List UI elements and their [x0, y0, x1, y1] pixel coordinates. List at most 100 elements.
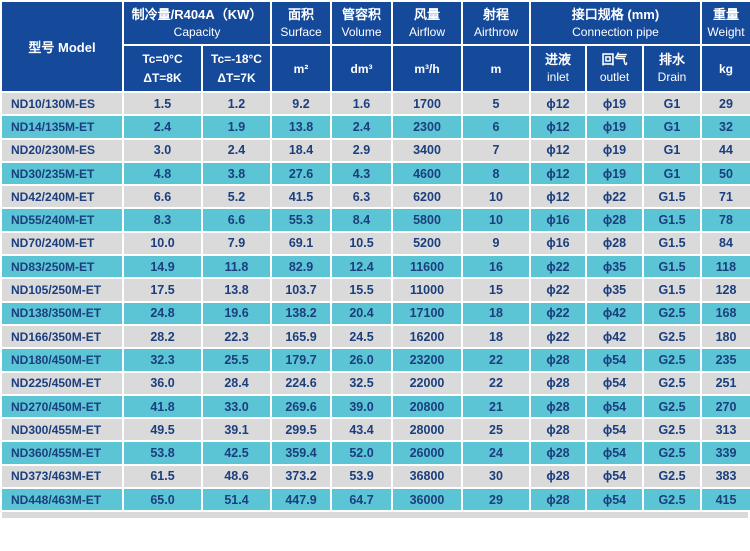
cell-capacity-tc0: 3.0: [122, 137, 203, 163]
table-row: ND166/350M-ET 28.2 22.3 165.9 24.5 16200 18 ϕ22…: [0, 323, 750, 350]
cell-airthrow: 9: [461, 230, 531, 257]
cell-weight: 270: [700, 393, 750, 420]
cell-model: ND83/250M-ET: [0, 254, 124, 280]
cell-capacity-tc18: 51.4: [201, 487, 272, 513]
table-row: ND55/240M-ET 8.3 6.6 55.3 8.4 5800 10 ϕ16 ϕ28 G1.…: [0, 207, 750, 233]
cell-inlet: ϕ22: [529, 277, 587, 303]
cell-outlet: ϕ54: [585, 487, 644, 513]
cell-airflow: 16200: [391, 323, 463, 350]
cell-volume: 1.6: [330, 90, 393, 117]
cell-airflow: 1700: [391, 90, 463, 117]
cell-drain: G1.5: [642, 207, 702, 233]
cell-airthrow: 8: [461, 160, 531, 187]
cell-model: ND105/250M-ET: [0, 277, 124, 303]
table-row: ND300/455M-ET 49.5 39.1 299.5 43.4 28000 25 ϕ28…: [0, 417, 750, 443]
cell-volume: 39.0: [330, 393, 393, 420]
cell-capacity-tc0: 61.5: [122, 463, 203, 490]
table-row: ND180/450M-ET 32.3 25.5 179.7 26.0 23200 22 ϕ28…: [0, 347, 750, 373]
cell-capacity-tc0: 41.8: [122, 393, 203, 420]
cell-airflow: 5800: [391, 207, 463, 233]
cell-volume: 2.9: [330, 137, 393, 163]
cell-airflow: 28000: [391, 417, 463, 443]
cell-surface: 179.7: [270, 347, 332, 373]
cell-drain: G2.5: [642, 347, 702, 373]
cell-weight: 128: [700, 277, 750, 303]
cell-capacity-tc18: 25.5: [201, 347, 272, 373]
cell-outlet: ϕ54: [585, 440, 644, 466]
cell-weight: 251: [700, 370, 750, 396]
cell-capacity-tc0: 28.2: [122, 323, 203, 350]
airthrow-unit: m: [490, 61, 502, 76]
cell-inlet: ϕ28: [529, 487, 587, 513]
inlet-zh: 进液: [544, 52, 571, 68]
cell-volume: 20.4: [330, 300, 393, 326]
cell-weight: 235: [700, 347, 750, 373]
cell-airthrow: 6: [461, 114, 531, 140]
cell-surface: 13.8: [270, 114, 332, 140]
cell-airflow: 36800: [391, 463, 463, 490]
cell-outlet: ϕ54: [585, 347, 644, 373]
cell-capacity-tc18: 5.2: [201, 184, 272, 210]
cell-airflow: 2300: [391, 114, 463, 140]
cell-model: ND373/463M-ET: [0, 463, 124, 490]
cell-capacity-tc18: 13.8: [201, 277, 272, 303]
cell-model: ND270/450M-ET: [0, 393, 124, 420]
cell-airthrow: 10: [461, 184, 531, 210]
cell-inlet: ϕ22: [529, 254, 587, 280]
subheader-drain: 排水 Drain: [642, 44, 702, 93]
cell-capacity-tc0: 32.3: [122, 347, 203, 373]
cell-capacity-tc18: 6.6: [201, 207, 272, 233]
cell-airthrow: 29: [461, 487, 531, 513]
airflow-header-en: Airflow: [408, 24, 445, 39]
col-header-surface: 面积 Surface: [270, 0, 332, 46]
cell-airthrow: 21: [461, 393, 531, 420]
cell-surface: 82.9: [270, 254, 332, 280]
cell-volume: 52.0: [330, 440, 393, 466]
cell-capacity-tc0: 4.8: [122, 160, 203, 187]
connection-header-zh: 接口规格 (mm): [571, 6, 660, 22]
cell-volume: 8.4: [330, 207, 393, 233]
cell-drain: G1.5: [642, 254, 702, 280]
col-header-weight: 重量 Weight: [700, 0, 750, 46]
cell-drain: G2.5: [642, 487, 702, 513]
cell-capacity-tc18: 1.2: [201, 90, 272, 117]
surface-header-en: Surface: [280, 24, 322, 39]
subheader-inlet: 进液 inlet: [529, 44, 587, 93]
col-header-capacity: 制冷量/R404A（KW） Capacity: [122, 0, 272, 46]
cell-capacity-tc0: 36.0: [122, 370, 203, 396]
cell-volume: 6.3: [330, 184, 393, 210]
weight-header-zh: 重量: [712, 6, 739, 22]
cell-weight: 168: [700, 300, 750, 326]
cell-capacity-tc0: 1.5: [122, 90, 203, 117]
cell-volume: 32.5: [330, 370, 393, 396]
cell-airthrow: 16: [461, 254, 531, 280]
weight-header-en: Weight: [707, 24, 745, 39]
cell-drain: G1.5: [642, 277, 702, 303]
cell-capacity-tc18: 48.6: [201, 463, 272, 490]
cell-airflow: 6200: [391, 184, 463, 210]
cell-airflow: 22000: [391, 370, 463, 396]
cell-model: ND70/240M-ET: [0, 230, 124, 257]
cell-volume: 12.4: [330, 254, 393, 280]
outlet-en: outlet: [599, 70, 630, 85]
airthrow-header-zh: 射程: [482, 6, 509, 22]
cell-drain: G1: [642, 114, 702, 140]
cell-outlet: ϕ19: [585, 90, 644, 117]
cell-capacity-tc0: 53.8: [122, 440, 203, 466]
cell-surface: 299.5: [270, 417, 332, 443]
cell-weight: 32: [700, 114, 750, 140]
cell-model: ND30/235M-ET: [0, 160, 124, 187]
col-header-airflow: 风量 Airflow: [391, 0, 463, 46]
cell-capacity-tc18: 28.4: [201, 370, 272, 396]
volume-header-zh: 管容积: [341, 6, 381, 22]
col-header-volume: 管容积 Volume: [330, 0, 393, 46]
cell-surface: 69.1: [270, 230, 332, 257]
subheader-surface-unit: m²: [270, 44, 332, 93]
cell-model: ND10/130M-ES: [0, 90, 124, 117]
cell-outlet: ϕ19: [585, 160, 644, 187]
cell-weight: 339: [700, 440, 750, 466]
cell-outlet: ϕ54: [585, 370, 644, 396]
cell-capacity-tc18: 1.9: [201, 114, 272, 140]
cell-airthrow: 30: [461, 463, 531, 490]
cell-airflow: 11000: [391, 277, 463, 303]
